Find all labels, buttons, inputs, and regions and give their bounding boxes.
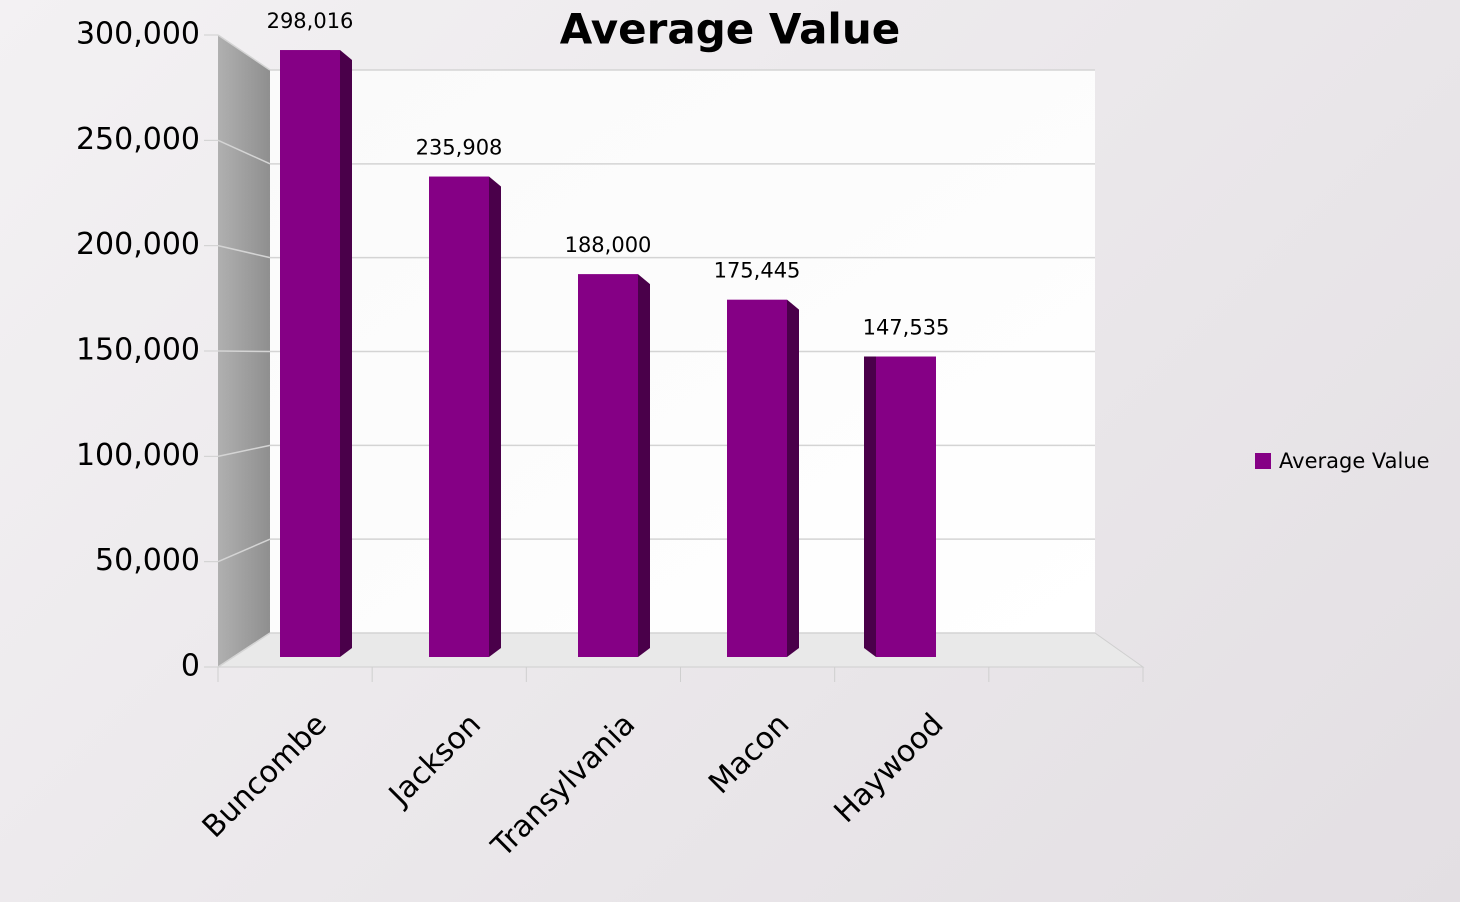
bar-side bbox=[340, 50, 352, 657]
x-tick-label: Haywood bbox=[827, 707, 950, 830]
bar bbox=[280, 50, 340, 657]
bar bbox=[578, 274, 638, 657]
chart-title: Average Value bbox=[560, 5, 900, 54]
value-label: 298,016 bbox=[267, 9, 354, 33]
value-label: 175,445 bbox=[714, 259, 801, 283]
x-tick-label: Transylvania bbox=[484, 707, 642, 865]
grid-line bbox=[217, 444, 271, 458]
bar-side bbox=[787, 299, 799, 657]
grid-line bbox=[217, 350, 271, 353]
grid-line bbox=[217, 244, 271, 259]
bar-side bbox=[489, 176, 501, 657]
grid-line bbox=[217, 139, 271, 165]
bar bbox=[429, 176, 489, 657]
value-label: 188,000 bbox=[565, 233, 652, 257]
x-tick-label: Macon bbox=[702, 707, 796, 801]
value-label: 147,535 bbox=[863, 316, 950, 340]
legend-label: Average Value bbox=[1279, 449, 1430, 473]
legend-swatch bbox=[1255, 453, 1271, 469]
value-label: 235,908 bbox=[416, 136, 503, 160]
x-tick-label: Buncombe bbox=[196, 707, 334, 845]
bar-side bbox=[638, 274, 650, 657]
grid-line bbox=[217, 632, 271, 668]
x-tick-label: Jackson bbox=[381, 707, 488, 814]
bar bbox=[727, 299, 787, 657]
bar-side bbox=[864, 356, 876, 657]
y-tick-label: 100,000 bbox=[76, 438, 200, 473]
grid-line bbox=[217, 34, 271, 71]
y-tick-label: 250,000 bbox=[76, 122, 200, 157]
y-tick-label: 200,000 bbox=[76, 227, 200, 262]
y-tick-label: 150,000 bbox=[76, 333, 200, 368]
y-tick-label: 50,000 bbox=[95, 543, 200, 578]
grid-line bbox=[217, 538, 271, 563]
y-tick-label: 300,000 bbox=[76, 17, 200, 52]
y-tick-label: 0 bbox=[181, 649, 200, 684]
floor bbox=[216, 632, 1145, 668]
bar bbox=[876, 356, 936, 657]
